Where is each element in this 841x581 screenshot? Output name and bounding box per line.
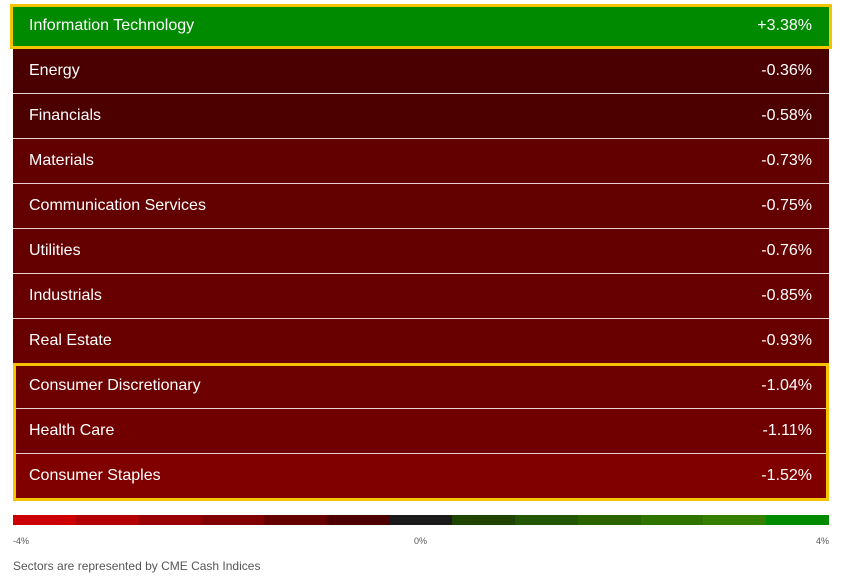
sector-name: Financials: [29, 107, 102, 124]
sector-change: -0.58%: [761, 107, 812, 124]
sector-change: +3.38%: [757, 17, 812, 34]
sector-name: Industrials: [29, 287, 102, 304]
sector-row: Energy -0.36%: [13, 49, 829, 94]
sector-change: -0.93%: [761, 332, 812, 349]
scale-segment: [138, 515, 202, 525]
scale-segment: [326, 515, 391, 525]
sector-change: -0.75%: [761, 197, 812, 214]
scale-segment: [515, 515, 579, 525]
scale-segment: [389, 515, 453, 525]
scale-segment: [766, 515, 830, 525]
sector-name: Health Care: [29, 422, 115, 439]
scale-label: 0%: [414, 536, 428, 546]
sector-row: Consumer Staples -1.52%: [13, 454, 829, 499]
scale-label: 4%: [815, 536, 829, 546]
sector-change: -1.04%: [761, 377, 812, 394]
scale-segment: [264, 515, 328, 525]
sector-row: Utilities -0.76%: [13, 229, 829, 274]
scale-segment: [13, 515, 77, 525]
sector-name: Consumer Discretionary: [29, 377, 201, 394]
sector-row: Real Estate -0.93%: [13, 319, 829, 364]
footnote: Sectors are represented by CME Cash Indi…: [13, 559, 261, 573]
sector-name: Information Technology: [29, 17, 195, 34]
sector-change: -0.36%: [761, 62, 812, 79]
sector-name: Energy: [29, 62, 80, 79]
scale-segment: [452, 515, 516, 525]
sector-name: Real Estate: [29, 332, 112, 349]
scale-label: -4%: [13, 536, 30, 546]
sector-change: -1.52%: [761, 467, 812, 484]
sector-change: -0.85%: [761, 287, 812, 304]
sector-row: Industrials -0.85%: [13, 274, 829, 319]
sector-row: Materials -0.73%: [13, 139, 829, 184]
sector-change: -1.11%: [762, 422, 812, 439]
sector-change: -0.76%: [761, 242, 812, 259]
sector-row: Consumer Discretionary -1.04%: [13, 364, 829, 409]
sector-row: Financials -0.58%: [13, 94, 829, 139]
sector-row: Health Care -1.11%: [13, 409, 829, 454]
sector-name: Consumer Staples: [29, 467, 161, 484]
sector-name: Materials: [29, 152, 94, 169]
sector-row: Communication Services -0.75%: [13, 184, 829, 229]
scale-segment: [577, 515, 642, 525]
scale-segment: [640, 515, 704, 525]
scale-segment: [201, 515, 265, 525]
sector-name: Utilities: [29, 242, 81, 259]
scale-segment: [703, 515, 767, 525]
sector-name: Communication Services: [29, 197, 206, 214]
sector-change: -0.73%: [761, 152, 812, 169]
scale-segment: [75, 515, 140, 525]
sector-row: Information Technology +3.38%: [13, 4, 829, 49]
